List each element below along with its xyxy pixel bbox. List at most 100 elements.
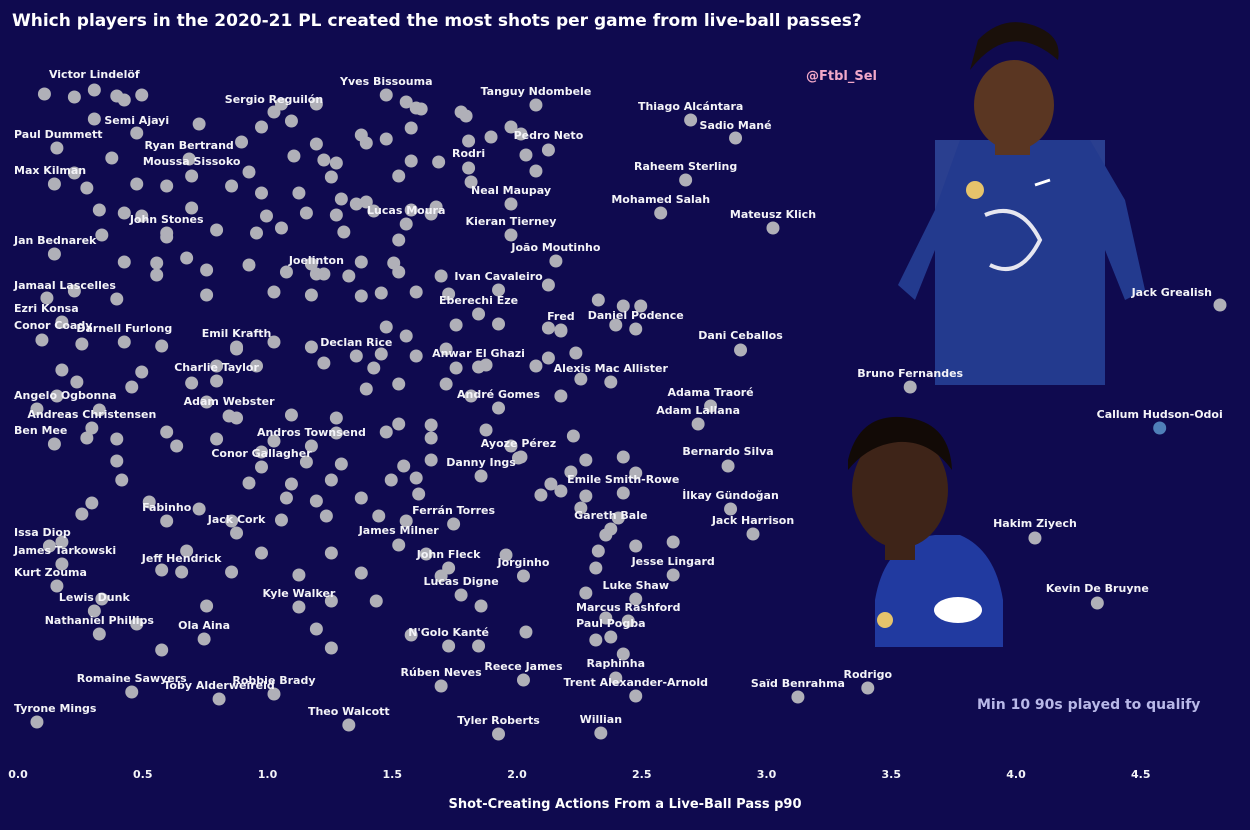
- x-tick-label: 2.5: [632, 768, 652, 781]
- scatter-point: [569, 346, 583, 360]
- scatter-point: [304, 257, 318, 271]
- scatter-point: [691, 417, 705, 431]
- scatter-point: [324, 641, 338, 655]
- scatter-point: [374, 347, 388, 361]
- scatter-point: [462, 134, 476, 148]
- scatter-point: [130, 126, 144, 140]
- scatter-point: [242, 476, 256, 490]
- scatter-point: [309, 137, 323, 151]
- player-label: Adam Lallana: [656, 404, 740, 417]
- scatter-point: [399, 95, 413, 109]
- scatter-point: [267, 335, 281, 349]
- scatter-point: [424, 207, 438, 221]
- scatter-point: [105, 151, 119, 165]
- scatter-point: [329, 426, 343, 440]
- scatter-point: [309, 267, 323, 281]
- scatter-point: [317, 153, 331, 167]
- scatter-point: [47, 177, 61, 191]
- scatter-point: [87, 604, 101, 618]
- scatter-point: [354, 491, 368, 505]
- scatter-point: [37, 87, 51, 101]
- scatter-point: [92, 627, 106, 641]
- scatter-point: [604, 375, 618, 389]
- scatter-point: [349, 197, 363, 211]
- scatter-point: [372, 509, 386, 523]
- scatter-point: [591, 293, 605, 307]
- scatter-point: [110, 292, 124, 306]
- scatter-point: [329, 156, 343, 170]
- scatter-point: [399, 514, 413, 528]
- scatter-point: [197, 632, 211, 646]
- scatter-point: [616, 450, 630, 464]
- player-label: Darnell Furlong: [76, 322, 172, 335]
- player-label: Jack Grealish: [1131, 286, 1212, 299]
- scatter-point: [255, 186, 268, 200]
- scatter-point: [274, 513, 288, 527]
- player-label: Ola Aina: [178, 619, 230, 632]
- scatter-point: [392, 233, 406, 247]
- player-label: Romaine Sawyers: [77, 672, 187, 685]
- scatter-point: [604, 630, 618, 644]
- scatter-point: [566, 429, 580, 443]
- player-label: Toby Alderweireld: [163, 679, 274, 692]
- scatter-point: [529, 98, 543, 112]
- player-label: Kieran Tierney: [466, 215, 557, 228]
- x-tick-label: 0.0: [8, 768, 28, 781]
- scatter-point: [544, 477, 558, 491]
- scatter-point: [255, 445, 268, 459]
- scatter-point: [359, 382, 373, 396]
- scatter-point: [319, 509, 333, 523]
- player-label: Thiago Alcántara: [638, 100, 743, 113]
- scatter-point: [616, 299, 630, 313]
- scatter-point: [230, 340, 244, 354]
- qualification-note: Min 10 90s played to qualify: [977, 697, 1200, 713]
- scatter-point: [479, 423, 493, 437]
- scatter-point: [185, 169, 199, 183]
- scatter-point: [92, 203, 106, 217]
- scatter-point: [200, 288, 214, 302]
- scatter-point: [160, 179, 174, 193]
- player-label: Raheem Sterling: [634, 160, 737, 173]
- player-label: Tanguy Ndombele: [481, 85, 592, 98]
- scatter-point: [729, 131, 743, 145]
- x-tick-label: 3.5: [882, 768, 902, 781]
- scatter-point: [903, 380, 917, 394]
- scatter-point: [55, 315, 69, 329]
- scatter-point: [87, 112, 101, 126]
- scatter-point: [439, 342, 453, 356]
- scatter-point: [75, 507, 89, 521]
- scatter-point: [225, 179, 239, 193]
- x-tick-label: 2.0: [507, 768, 527, 781]
- scatter-point: [180, 251, 194, 265]
- player-label: Semi Ajayi: [104, 114, 169, 127]
- scatter-point: [235, 135, 249, 149]
- scatter-point: [334, 192, 348, 206]
- scatter-point: [504, 120, 518, 134]
- scatter-point: [334, 457, 348, 471]
- player-label: Tyler Roberts: [457, 714, 540, 727]
- scatter-point: [379, 320, 393, 334]
- player-label: Callum Hudson-Odoi: [1097, 408, 1223, 421]
- player-label: Mohamed Salah: [611, 193, 710, 206]
- player-label: Mateusz Klich: [730, 208, 816, 221]
- scatter-point: [155, 563, 169, 577]
- x-tick-label: 1.5: [383, 768, 403, 781]
- player-label: Daniel Podence: [588, 309, 684, 322]
- scatter-point: [225, 565, 239, 579]
- x-tick-label: 3.0: [757, 768, 777, 781]
- scatter-point: [549, 254, 563, 268]
- scatter-point: [35, 333, 49, 347]
- scatter-point: [442, 639, 456, 653]
- scatter-point: [629, 689, 643, 703]
- scatter-point: [541, 278, 555, 292]
- scatter-point: [404, 628, 418, 642]
- scatter-point: [424, 453, 438, 467]
- scatter-point: [155, 339, 169, 353]
- player-label: Trent Alexander-Arnold: [564, 676, 709, 689]
- scatter-point: [629, 592, 643, 606]
- player-label: John Fleck: [416, 548, 481, 561]
- scatter-point: [279, 265, 293, 279]
- scatter-point: [175, 565, 189, 579]
- scatter-point: [342, 269, 356, 283]
